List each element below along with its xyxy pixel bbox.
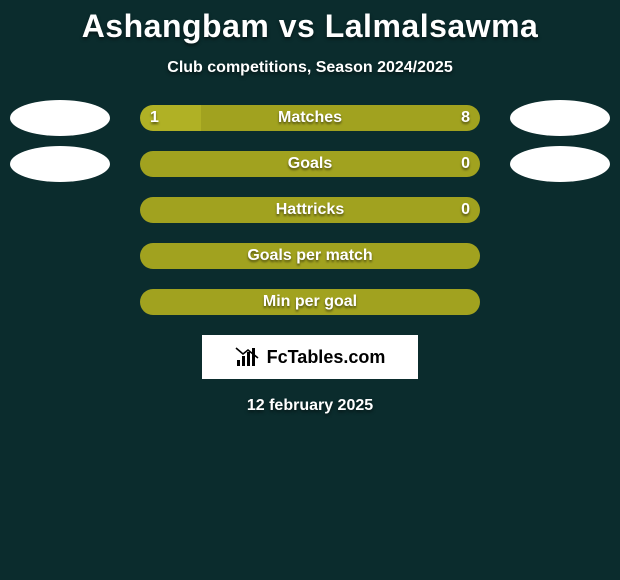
player-badge-right: [510, 100, 610, 136]
bar-right: [140, 289, 480, 315]
bar-right: [140, 243, 480, 269]
bar-wrap: [140, 151, 480, 177]
subtitle: Club competitions, Season 2024/2025: [0, 59, 620, 77]
value-right: 0: [461, 197, 470, 223]
player-badge-right: [510, 146, 610, 182]
player-badge-left: [10, 146, 110, 182]
stat-row: 0Goals: [0, 151, 620, 177]
stage: Ashangbam vs Lalmalsawma Club competitio…: [0, 0, 620, 580]
bar-wrap: [140, 105, 480, 131]
brand-text: FcTables.com: [267, 347, 386, 368]
bar-wrap: [140, 243, 480, 269]
value-left: 1: [150, 105, 159, 131]
bar-right: [140, 197, 480, 223]
stat-row: Goals per match: [0, 243, 620, 269]
stat-row: Min per goal: [0, 289, 620, 315]
value-right: 8: [461, 105, 470, 131]
bar-right: [201, 105, 480, 131]
comparison-chart: 18Matches0Goals0HattricksGoals per match…: [0, 105, 620, 315]
value-right: 0: [461, 151, 470, 177]
player-badge-left: [10, 100, 110, 136]
date-text: 12 february 2025: [0, 397, 620, 415]
bar-wrap: [140, 197, 480, 223]
bar-wrap: [140, 289, 480, 315]
page-title: Ashangbam vs Lalmalsawma: [0, 0, 620, 45]
bar-right: [140, 151, 480, 177]
brand-box: FcTables.com: [202, 335, 418, 379]
stat-row: 0Hattricks: [0, 197, 620, 223]
bar-chart-icon: [235, 346, 261, 368]
stat-row: 18Matches: [0, 105, 620, 131]
